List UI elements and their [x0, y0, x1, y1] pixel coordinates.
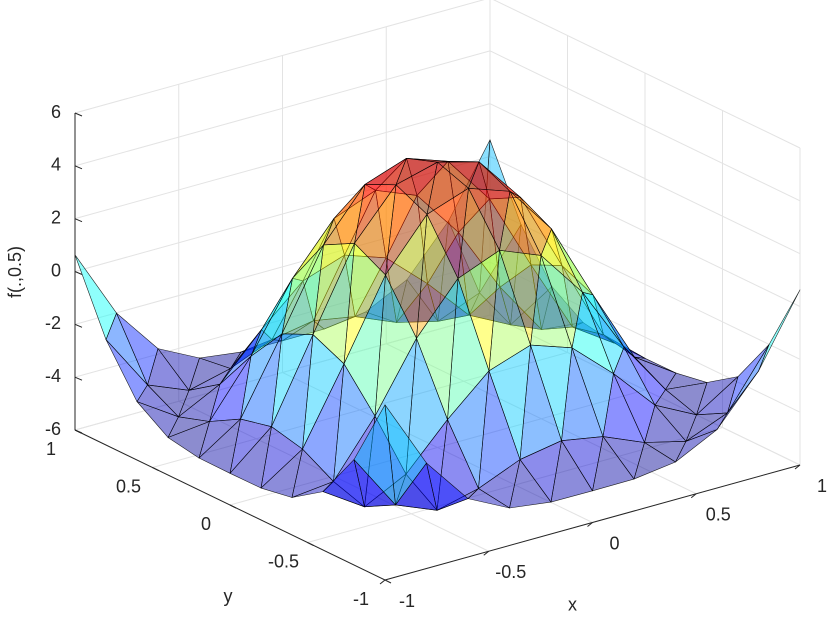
grid-line [74, 314, 491, 431]
z-tick-mark [74, 218, 83, 223]
y-tick-label: -0.5 [268, 551, 299, 571]
grid-line [489, 50, 801, 202]
surface-face [322, 459, 365, 508]
grid-line [492, 0, 801, 149]
z-tick-label: -6 [45, 419, 61, 439]
grid-line [152, 352, 568, 468]
surface-face [758, 289, 801, 372]
z-tick-label: 0 [51, 260, 61, 280]
y-axis-label: y [224, 586, 233, 606]
z-tick-mark [74, 376, 83, 381]
z-tick-label: -2 [45, 313, 61, 333]
y-tick-label: 0.5 [116, 476, 141, 496]
grid-line [74, 156, 491, 272]
surface-face [74, 254, 117, 340]
surface-face [353, 404, 396, 506]
y-tick-mark [229, 504, 237, 509]
y-tick-label: 1 [46, 439, 56, 459]
grid-line [489, 103, 801, 255]
x-tick-label: 0.5 [706, 505, 731, 525]
grid-line [74, 50, 491, 167]
x-tick-mark [379, 579, 386, 585]
x-tick-mark [794, 464, 801, 470]
surface-face [136, 401, 179, 438]
z-axis-label: f(.,0.5) [5, 246, 25, 298]
y-tick-mark [384, 579, 392, 584]
grid-line [489, 314, 801, 466]
grid-line [229, 389, 646, 506]
surface-face [260, 448, 303, 498]
grid-line [307, 427, 723, 543]
y-tick-mark [152, 467, 159, 471]
z-tick-mark [74, 165, 83, 170]
x-tick-label: 0 [609, 533, 619, 553]
x-tick-label: -1 [399, 591, 415, 611]
z-tick-label: 4 [51, 155, 61, 175]
x-tick-mark [690, 493, 697, 499]
x-tick-label: 1 [817, 476, 827, 496]
grid-line [489, 261, 801, 413]
surface-face [229, 426, 272, 489]
z-tick-mark [74, 323, 83, 328]
y-tick-mark [307, 542, 314, 546]
surface-face [167, 421, 210, 459]
x-tick-label: -0.5 [495, 562, 526, 582]
y-tick-label: 0 [201, 514, 211, 534]
z-tick-label: 2 [51, 207, 61, 227]
grid-line [489, 156, 801, 307]
grid-line [74, 103, 491, 220]
z-tick-mark [74, 271, 83, 275]
surface-face [198, 418, 241, 474]
grid-line [489, 208, 801, 360]
z-tick-mark [74, 429, 83, 434]
x-axis-label: x [568, 594, 577, 614]
y-tick-label: -1 [353, 589, 369, 609]
grid-line [74, 0, 485, 114]
surface [74, 139, 801, 511]
x-tick-mark [483, 550, 490, 556]
z-tick-mark [74, 112, 83, 117]
z-tick-label: -4 [45, 366, 61, 386]
z-tick-label: 6 [51, 102, 61, 122]
x-tick-mark [587, 522, 593, 527]
